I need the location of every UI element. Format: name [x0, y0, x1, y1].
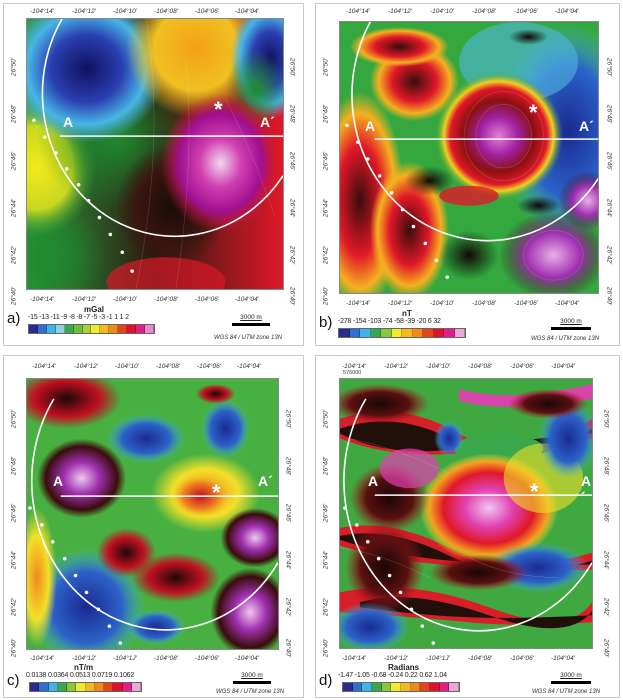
panel-label-a: a): [7, 310, 21, 327]
profile-start-label-a: A: [63, 114, 74, 130]
caldera-outline-overlay: [345, 22, 598, 279]
colorbar-a: [28, 324, 155, 334]
star-marker-a: *: [214, 97, 223, 122]
colorbar-b: [338, 328, 466, 338]
scale-bar-a: 3000 m: [232, 314, 270, 328]
horizontal-gradient-map: A A´ *: [26, 378, 279, 650]
unit-label-a: mGal: [84, 305, 105, 314]
caldera-outline-overlay: [343, 398, 592, 645]
scale-bar-d: 3000 m: [551, 672, 591, 686]
colorbar-d: [342, 682, 460, 692]
scale-bar-c: 3000 m: [233, 672, 271, 686]
panel-b-magnetic: -104°14' -104°12' -104°10' -104°08' -104…: [315, 3, 620, 346]
gradient-map-raster: [27, 379, 278, 649]
unit-label-d: Radians: [388, 663, 420, 672]
profile-end-label-a: A´: [260, 114, 275, 130]
profile-start-label-c: A: [53, 473, 64, 489]
projection-label-a: WGS 84 / UTM zone 13N: [214, 335, 283, 341]
gravity-map-raster: [27, 19, 283, 289]
scale-bar-b: 3000 m: [551, 318, 591, 332]
panel-label-c: c): [7, 672, 20, 689]
colorbar-c: [29, 682, 142, 692]
caldera-outline-overlay: [32, 19, 283, 273]
tilt-derivative-map: A A´ *: [339, 378, 593, 649]
colorbar-ticks-d: -1.47 -1.05 -0.68 -0.24 0.22 0.62 1.04: [338, 672, 447, 679]
projection-label-d: WGS 84 / UTM zone 13N: [532, 689, 601, 695]
gravity-anomaly-map: A A´ *: [26, 18, 284, 290]
panel-label-b: b): [319, 314, 333, 331]
profile-start-label-b: A: [365, 118, 376, 134]
panel-d-tilt-derivative: -104°14' -104°12' -104°10' -104°08' -104…: [315, 355, 620, 698]
panel-a-gravity: -104°14' -104°12' -104°10' -104°08' -104…: [3, 3, 304, 346]
profile-end-label-d: A´: [581, 473, 592, 505]
caldera-outline-overlay: [28, 398, 278, 645]
star-marker-b: *: [529, 100, 538, 125]
profile-end-label-b: A´: [579, 118, 594, 134]
utm-easting-label: 576000: [343, 370, 362, 376]
projection-label-c: WGS 84 / UTM zone 13N: [216, 689, 285, 695]
unit-label-c: nT/m: [74, 663, 94, 672]
colorbar-ticks-c: 0.0138 0.0364 0.0513 0.0719 0.1062: [26, 672, 135, 679]
profile-start-label-d: A: [368, 473, 379, 489]
star-marker-d: *: [530, 479, 539, 504]
projection-label-b: WGS 84 / UTM zone 13N: [531, 336, 600, 342]
magnetic-anomaly-map: A A´ *: [339, 21, 599, 294]
tilt-map-raster: [340, 379, 592, 648]
panel-label-d: d): [319, 672, 333, 689]
colorbar-ticks-b: -278 -154 -103 -74 -58 -39 -20 6 32: [338, 318, 441, 325]
profile-end-label-c: A´: [258, 473, 273, 489]
panel-c-horizontal-gradient: -104°14' -104°12' -104°10' -104°08' -104…: [3, 355, 304, 698]
unit-label-b: nT: [402, 309, 412, 318]
colorbar-ticks-a: -15 -13 -11 -9 -8 -8 -7 -5 -3 -1 1 1 2: [28, 314, 129, 321]
magnetic-map-raster: [340, 22, 598, 293]
star-marker-c: *: [212, 480, 221, 505]
